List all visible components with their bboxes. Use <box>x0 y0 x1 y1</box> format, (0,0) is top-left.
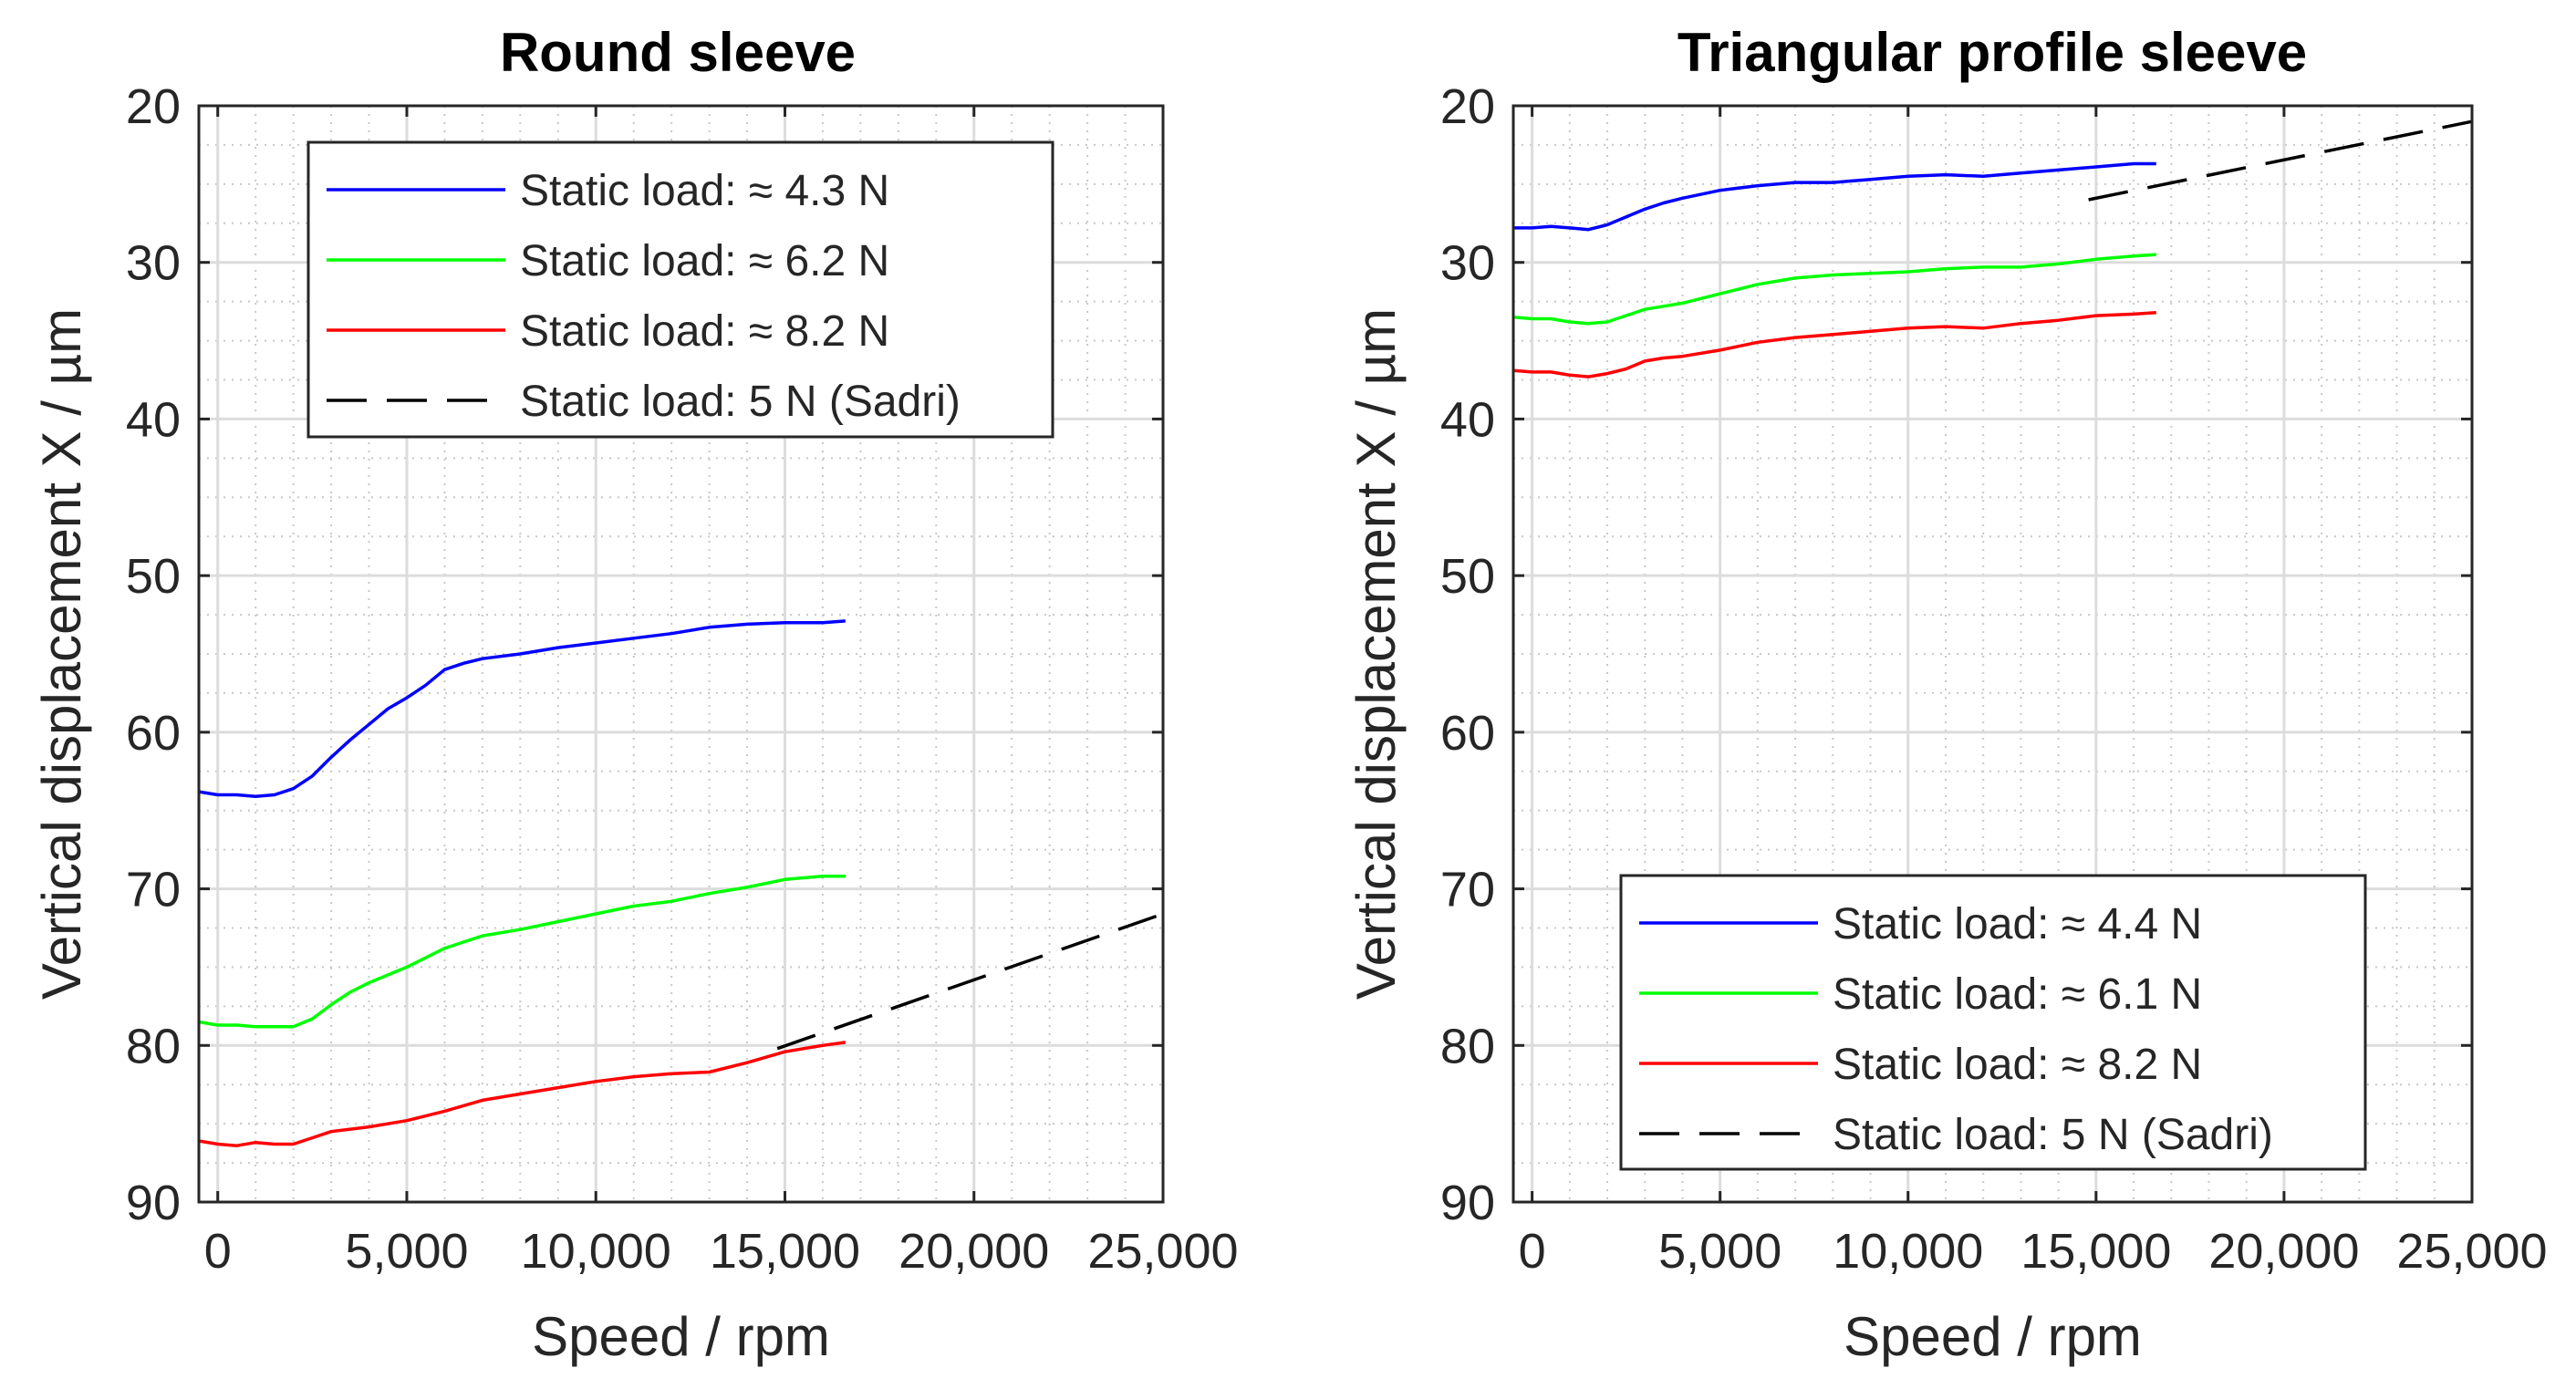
y-tick-label: 80 <box>1440 1019 1495 1073</box>
x-tick-labels: 0 5,000 10,000 15,000 20,000 25,000 <box>1519 106 2548 1279</box>
y-tick-label: 60 <box>1440 706 1495 761</box>
legend-label: Static load: ≈ 4.3 N <box>520 167 889 215</box>
y-tick-label: 40 <box>126 392 181 447</box>
axes-box <box>1511 104 2474 1204</box>
series-line-2 <box>1512 253 2156 326</box>
y-tick-labels: 20 30 40 50 60 70 80 90 <box>1440 79 2472 1230</box>
legend-box <box>306 140 1054 439</box>
x-tick-label: 25,000 <box>2396 1224 2547 1279</box>
legend-entry: Static load: ≈ 6.1 N <box>1639 970 2202 1019</box>
chart-triangular-profile-sleeve: Triangular profile sleeve 0 5,000 10,000 15… <box>1345 22 2548 1367</box>
series-line-4 <box>776 912 1164 1051</box>
series-line-1 <box>198 619 846 799</box>
y-tick-label: 50 <box>126 549 181 604</box>
y-tick-label: 20 <box>1440 79 1495 134</box>
series-line-2 <box>198 875 846 1029</box>
x-tick-label: 15,000 <box>710 1224 860 1279</box>
y-tick-label: 30 <box>126 236 181 291</box>
y-tick-label: 50 <box>1440 549 1495 604</box>
x-tick-label: 25,000 <box>1087 1224 1238 1279</box>
series-line-4 <box>2088 119 2473 202</box>
y-tick-label: 20 <box>126 79 181 134</box>
chart-title: Triangular profile sleeve <box>1678 22 2307 83</box>
legend-label: Static load: ≈ 8.2 N <box>520 307 889 356</box>
legend-label: Static load: ≈ 4.4 N <box>1833 900 2202 948</box>
y-tick-labels: 20 30 40 50 60 70 80 90 <box>126 79 1163 1230</box>
y-tick-label: 70 <box>126 863 181 917</box>
x-tick-label: 20,000 <box>898 1224 1049 1279</box>
legend-label: Static load: ≈ 8.2 N <box>1833 1041 2202 1089</box>
y-tick-label: 80 <box>126 1019 181 1073</box>
legend-entry: Static load: ≈ 8.2 N <box>1639 1041 2202 1089</box>
legend-label: Static load: 5 N (Sadri) <box>520 378 961 426</box>
x-tick-label: 10,000 <box>521 1224 671 1279</box>
legend-entry: Static load: ≈ 8.2 N <box>327 307 889 356</box>
y-tick-label: 90 <box>1440 1176 1495 1230</box>
legend-entry: Static load: ≈ 4.3 N <box>327 167 889 215</box>
legend-entry: Static load: 5 N (Sadri) <box>327 378 961 426</box>
legend-entry: Static load: ≈ 4.4 N <box>1639 900 2202 948</box>
series-line-3 <box>198 1041 847 1147</box>
axes-box <box>197 104 1165 1204</box>
chart-round-sleeve: Round sleeve 0 5,000 10,000 15,000 20,000 25,… <box>31 22 1239 1367</box>
x-axis-label: Speed / rpm <box>532 1306 830 1367</box>
x-tick-label: 0 <box>204 1224 232 1279</box>
x-tick-label: 5,000 <box>1658 1224 1781 1279</box>
y-tick-label: 40 <box>1440 392 1495 447</box>
x-tick-label: 20,000 <box>2208 1224 2359 1279</box>
y-axis-label: Vertical displacement X / µm <box>31 308 92 1000</box>
y-axis-label: Vertical displacement X / µm <box>1345 308 1407 1000</box>
x-tick-label: 5,000 <box>345 1224 468 1279</box>
chart-title: Round sleeve <box>500 22 856 83</box>
legend-entry: Static load: 5 N (Sadri) <box>1639 1111 2273 1159</box>
y-tick-label: 30 <box>1440 236 1495 291</box>
x-tick-label: 10,000 <box>1833 1224 1983 1279</box>
legend: Static load: ≈ 4.3 N Static load: ≈ 6.2 … <box>306 140 1054 439</box>
x-tick-label: 15,000 <box>2020 1224 2171 1279</box>
legend-entry: Static load: ≈ 6.2 N <box>327 237 889 285</box>
x-tick-labels: 0 5,000 10,000 15,000 20,000 25,000 <box>204 106 1239 1279</box>
legend: Static load: ≈ 4.4 N Static load: ≈ 6.1 … <box>1619 874 2367 1171</box>
x-tick-label: 0 <box>1519 1224 1546 1279</box>
legend-label: Static load: ≈ 6.1 N <box>1833 970 2202 1019</box>
y-tick-label: 60 <box>126 706 181 761</box>
x-axis-label: Speed / rpm <box>1844 1306 2142 1367</box>
series-line-3 <box>1512 310 2156 378</box>
plot-series <box>1512 119 2473 378</box>
series-line-1 <box>1513 161 2156 232</box>
legend-label: Static load: 5 N (Sadri) <box>1833 1111 2273 1159</box>
legend-label: Static load: ≈ 6.2 N <box>520 237 889 285</box>
y-tick-label: 70 <box>1440 863 1495 917</box>
plot-series <box>198 619 1164 1147</box>
y-tick-label: 90 <box>126 1176 181 1230</box>
